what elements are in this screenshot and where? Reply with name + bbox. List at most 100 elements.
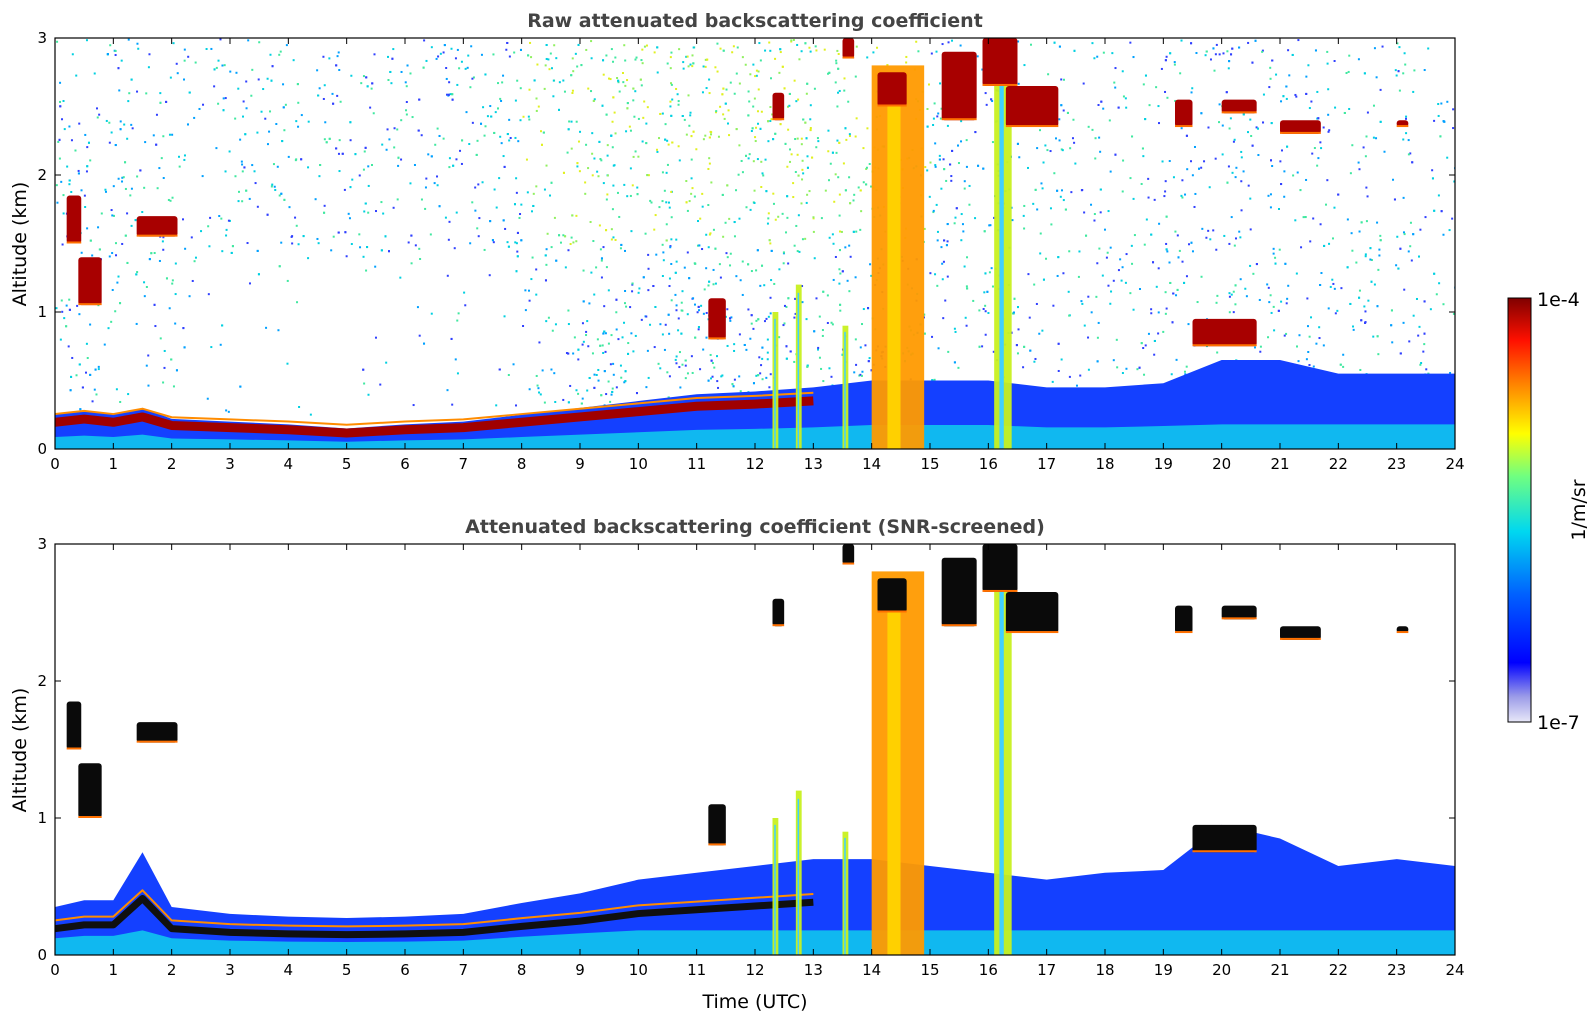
noise-speckle bbox=[588, 302, 591, 305]
noise-speckle bbox=[1418, 325, 1421, 328]
noise-speckle bbox=[1209, 238, 1212, 241]
noise-speckle bbox=[718, 263, 721, 266]
noise-speckle bbox=[612, 362, 615, 365]
noise-speckle bbox=[844, 189, 847, 192]
noise-speckle bbox=[1311, 152, 1314, 155]
noise-speckle bbox=[946, 240, 949, 243]
noise-speckle bbox=[128, 92, 131, 95]
noise-speckle bbox=[1358, 296, 1361, 299]
noise-speckle bbox=[759, 127, 762, 130]
noise-speckle bbox=[516, 79, 519, 82]
cloud-feature-edge bbox=[1192, 850, 1257, 853]
noise-speckle bbox=[774, 57, 777, 60]
x-tick-label: 7 bbox=[459, 455, 469, 473]
x-tick-label: 24 bbox=[1445, 961, 1464, 979]
noise-speckle bbox=[86, 357, 89, 360]
noise-speckle bbox=[297, 125, 300, 128]
noise-speckle bbox=[1187, 323, 1190, 326]
noise-speckle bbox=[978, 345, 981, 348]
noise-speckle bbox=[369, 106, 372, 109]
noise-speckle bbox=[337, 51, 340, 54]
precipitation-core bbox=[774, 318, 776, 449]
noise-speckle bbox=[647, 289, 650, 292]
noise-speckle bbox=[546, 232, 549, 235]
noise-speckle bbox=[836, 105, 839, 108]
noise-speckle bbox=[656, 71, 659, 74]
noise-speckle bbox=[719, 105, 722, 108]
noise-speckle bbox=[1277, 207, 1280, 210]
noise-speckle bbox=[765, 317, 768, 320]
cloud-feature bbox=[772, 92, 785, 121]
noise-speckle bbox=[1175, 294, 1178, 297]
x-tick-label: 10 bbox=[629, 961, 648, 979]
noise-speckle bbox=[1200, 112, 1203, 115]
noise-speckle bbox=[1308, 335, 1311, 338]
noise-speckle bbox=[85, 170, 88, 173]
noise-speckle bbox=[847, 100, 850, 103]
noise-speckle bbox=[752, 105, 755, 108]
noise-speckle bbox=[669, 67, 672, 70]
noise-speckle bbox=[279, 50, 282, 53]
noise-speckle bbox=[609, 400, 612, 403]
noise-speckle bbox=[110, 209, 113, 212]
noise-speckle bbox=[1407, 153, 1410, 156]
noise-speckle bbox=[1366, 111, 1369, 114]
noise-speckle bbox=[165, 100, 168, 103]
noise-speckle bbox=[532, 204, 535, 207]
noise-speckle bbox=[1164, 180, 1167, 183]
noise-speckle bbox=[1395, 74, 1398, 77]
noise-speckle bbox=[808, 190, 811, 193]
noise-speckle bbox=[1203, 160, 1206, 163]
noise-speckle bbox=[1164, 312, 1167, 315]
noise-speckle bbox=[117, 67, 120, 70]
noise-speckle bbox=[940, 246, 943, 249]
x-tick-label: 17 bbox=[1037, 455, 1056, 473]
noise-speckle bbox=[687, 94, 690, 97]
noise-speckle bbox=[1132, 308, 1135, 311]
noise-speckle bbox=[527, 54, 530, 57]
noise-speckle bbox=[1261, 49, 1264, 52]
noise-speckle bbox=[323, 84, 326, 87]
noise-speckle bbox=[269, 110, 272, 113]
noise-speckle bbox=[767, 315, 770, 318]
noise-speckle bbox=[459, 149, 462, 152]
noise-speckle bbox=[118, 89, 121, 92]
noise-speckle bbox=[221, 64, 224, 67]
noise-speckle bbox=[592, 99, 595, 102]
noise-speckle bbox=[1027, 166, 1030, 169]
noise-speckle bbox=[759, 284, 762, 287]
noise-speckle bbox=[213, 85, 216, 88]
noise-speckle bbox=[1318, 326, 1321, 329]
noise-speckle bbox=[290, 235, 293, 238]
noise-speckle bbox=[1212, 47, 1215, 50]
noise-speckle bbox=[653, 228, 656, 231]
noise-speckle bbox=[634, 334, 637, 337]
noise-speckle bbox=[424, 186, 427, 189]
noise-speckle bbox=[387, 250, 390, 253]
noise-speckle bbox=[740, 159, 743, 162]
noise-speckle bbox=[575, 214, 578, 217]
noise-speckle bbox=[1057, 342, 1060, 345]
noise-speckle bbox=[117, 275, 120, 278]
noise-speckle bbox=[837, 176, 840, 179]
noise-speckle bbox=[460, 60, 463, 63]
cloud-feature bbox=[877, 72, 907, 107]
noise-speckle bbox=[764, 158, 767, 161]
surface-layer-band bbox=[55, 424, 1455, 449]
noise-speckle bbox=[827, 72, 830, 75]
noise-speckle bbox=[703, 288, 706, 291]
noise-speckle bbox=[567, 352, 570, 355]
noise-speckle bbox=[794, 312, 797, 315]
noise-speckle bbox=[1102, 51, 1105, 54]
noise-speckle bbox=[955, 207, 958, 210]
noise-speckle bbox=[1190, 241, 1193, 244]
noise-speckle bbox=[690, 355, 693, 358]
noise-speckle bbox=[667, 143, 670, 146]
noise-speckle bbox=[714, 66, 717, 69]
noise-speckle bbox=[788, 104, 791, 107]
noise-speckle bbox=[598, 224, 601, 227]
x-tick-label: 5 bbox=[342, 961, 352, 979]
noise-speckle bbox=[809, 50, 812, 53]
x-tick-label: 0 bbox=[50, 961, 60, 979]
noise-speckle bbox=[612, 60, 615, 63]
